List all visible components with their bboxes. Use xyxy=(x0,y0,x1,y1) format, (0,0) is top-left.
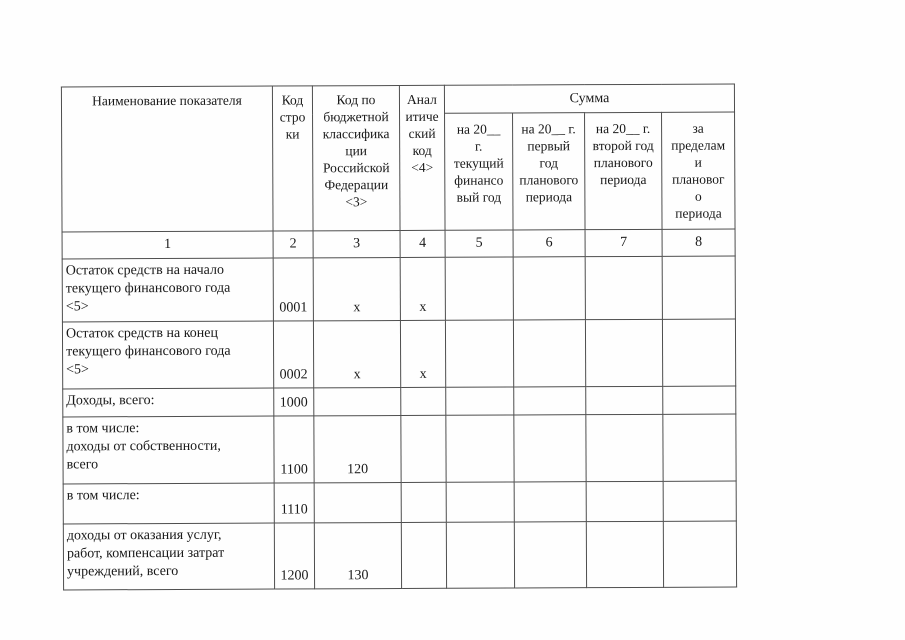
header-sum-group: Сумма xyxy=(444,84,735,114)
cell-analytic-code xyxy=(400,387,446,416)
header-row-top: Наименование показателя Код стро ки Код … xyxy=(61,84,735,232)
column-number-5: 5 xyxy=(445,230,514,258)
cell-sum-first-year xyxy=(513,414,587,482)
cell-line-code: 0002 xyxy=(273,320,314,389)
column-number-8: 8 xyxy=(662,229,736,257)
cell-sum-second-year xyxy=(586,481,664,522)
header-sum-first-year: на 20__ г. первый год планового периода xyxy=(512,112,586,231)
cell-sum-second-year xyxy=(585,414,664,482)
cell-sum-current-year xyxy=(446,481,515,523)
cell-sum-second-year xyxy=(585,386,663,415)
budget-indicators-table: Наименование показателя Код стро ки Код … xyxy=(61,84,737,591)
cell-analytic-code xyxy=(400,415,447,483)
cell-sum-beyond xyxy=(662,319,736,387)
column-numbers-row: 1 2 3 4 5 6 7 8 xyxy=(62,229,736,259)
cell-sum-second-year xyxy=(585,319,663,387)
table-row: доходы от оказания услуг, работ, компенс… xyxy=(63,521,737,590)
cell-analytic-code xyxy=(401,482,447,523)
header-sum-beyond: за пределам и плановог о периода xyxy=(661,112,736,230)
cell-sum-beyond xyxy=(662,414,737,482)
cell-indicator-name: доходы от оказания услуг, работ, компенс… xyxy=(63,523,275,590)
header-analytic-code: Анал итиче ский код <4> xyxy=(399,85,446,231)
cell-sum-second-year xyxy=(585,256,663,320)
cell-sum-beyond xyxy=(662,256,736,320)
cell-budget-class-code xyxy=(313,387,401,416)
cell-sum-first-year xyxy=(513,256,586,321)
cell-sum-first-year xyxy=(514,521,587,588)
cell-sum-beyond xyxy=(662,386,736,415)
cell-line-code: 1200 xyxy=(274,522,315,590)
cell-analytic-code xyxy=(401,522,447,589)
cell-sum-current-year xyxy=(445,257,514,321)
table-row: в том числе: доходы от собственности, вс… xyxy=(62,414,737,484)
cell-sum-beyond xyxy=(663,521,737,588)
table-row: в том числе: 1110 xyxy=(63,481,737,524)
cell-sum-current-year xyxy=(445,320,514,388)
cell-analytic-code: x xyxy=(400,320,446,388)
cell-indicator-name: в том числе: доходы от собственности, вс… xyxy=(62,416,275,484)
cell-analytic-code: x xyxy=(400,257,446,321)
column-number-7: 7 xyxy=(585,229,663,257)
cell-sum-first-year xyxy=(514,481,587,522)
cell-line-code: 1000 xyxy=(273,387,314,417)
header-name: Наименование показателя xyxy=(61,86,274,232)
cell-indicator-name: в том числе: xyxy=(63,483,275,524)
cell-budget-class-code: x xyxy=(313,320,401,388)
cell-sum-second-year xyxy=(586,521,664,588)
cell-line-code: 1110 xyxy=(274,482,315,524)
cell-budget-class-code: 120 xyxy=(313,415,402,483)
column-number-3: 3 xyxy=(313,230,401,258)
column-number-2: 2 xyxy=(273,230,314,259)
cell-indicator-name: Остаток средств на конец текущего финанс… xyxy=(62,321,274,389)
header-budget-class-code: Код по бюджетной классифика ции Российск… xyxy=(312,85,401,231)
table-row: Остаток средств на конец текущего финанс… xyxy=(62,319,736,389)
cell-budget-class-code: x xyxy=(313,257,401,321)
column-number-1: 1 xyxy=(62,231,274,259)
cell-sum-current-year xyxy=(446,521,515,589)
cell-budget-class-code xyxy=(314,482,402,523)
cell-line-code: 0001 xyxy=(273,257,314,322)
column-number-4: 4 xyxy=(400,230,446,258)
cell-indicator-name: Остаток средств на начало текущего финан… xyxy=(62,258,274,322)
cell-indicator-name: Доходы, всего: xyxy=(62,388,274,417)
header-sum-second-year: на 20__ г. второй год планового периода xyxy=(584,112,663,230)
cell-sum-first-year xyxy=(513,386,586,415)
cell-sum-beyond xyxy=(663,481,737,522)
cell-sum-first-year xyxy=(513,319,586,387)
header-sum-current-year: на 20__ г. текущий финансо вый год xyxy=(444,113,514,231)
table-row: Доходы, всего: 1000 xyxy=(62,386,736,417)
column-number-6: 6 xyxy=(513,229,586,258)
table-row: Остаток средств на начало текущего финан… xyxy=(62,256,736,322)
cell-sum-current-year xyxy=(445,414,515,483)
cell-sum-current-year xyxy=(445,387,514,416)
header-line-code: Код стро ки xyxy=(272,85,314,232)
cell-line-code: 1100 xyxy=(273,415,315,484)
cell-budget-class-code: 130 xyxy=(314,522,402,589)
